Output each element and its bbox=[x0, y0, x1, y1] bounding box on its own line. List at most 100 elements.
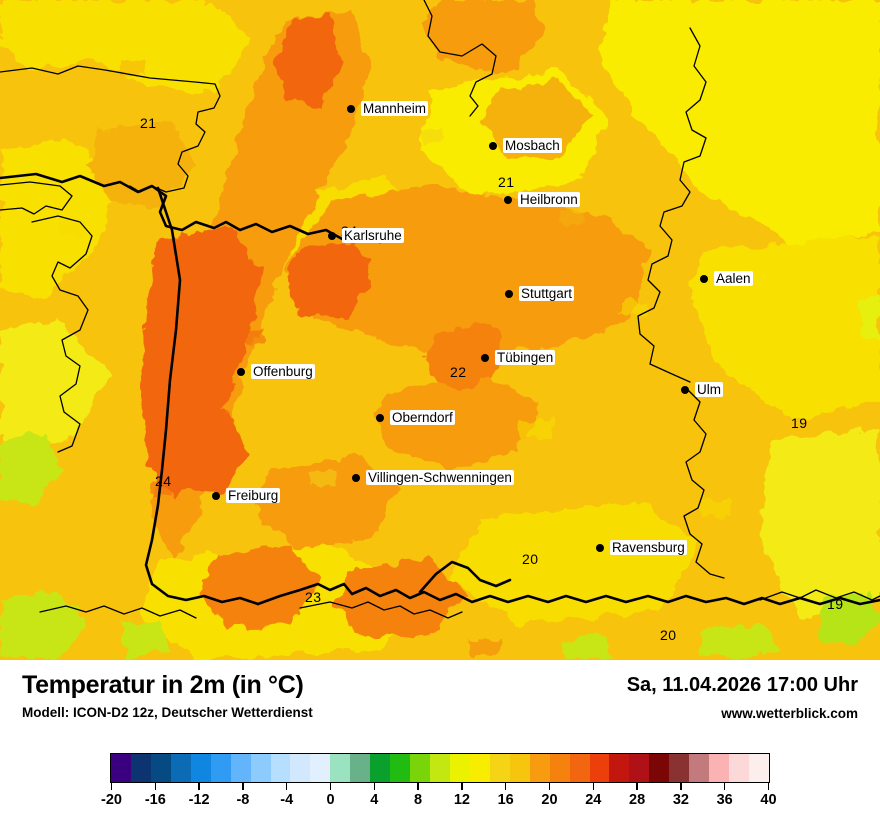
website-label: www.wetterblick.com bbox=[721, 706, 858, 721]
colorbar-swatch bbox=[350, 754, 371, 782]
colorbar-tick-label: 24 bbox=[585, 792, 602, 808]
city-label: Tübingen bbox=[495, 350, 556, 365]
colorbar-tick-labels: -20 -16 -12 -8 -4 0 4 8 12 16 20 24 28 32 36 40 bbox=[101, 791, 777, 811]
map-canvas bbox=[0, 0, 880, 660]
colorbar-tick bbox=[723, 783, 726, 790]
city-label: Mosbach bbox=[503, 138, 562, 153]
colorbar-tick bbox=[636, 783, 638, 790]
temperature-map[interactable]: 21 21 24 22 19 24 20 23 19 20 Mannheim M… bbox=[0, 0, 880, 660]
page-title: Temperatur in 2m (in °C) bbox=[22, 671, 304, 699]
colorbar-tick bbox=[285, 783, 288, 790]
colorbar-swatch bbox=[709, 754, 730, 782]
city-marker-heilbronn[interactable]: Heilbronn bbox=[504, 192, 580, 207]
colorbar-tick-label: -8 bbox=[236, 792, 250, 808]
colorbar-swatch bbox=[589, 754, 610, 782]
city-dot-icon bbox=[596, 543, 604, 552]
iso-label: 20 bbox=[522, 551, 539, 567]
colorbar-ticks bbox=[110, 783, 770, 791]
iso-label: 21 bbox=[498, 174, 515, 190]
colorbar-swatch bbox=[509, 754, 530, 782]
city-label: Karlsruhe bbox=[342, 228, 404, 243]
colorbar-tick bbox=[417, 783, 419, 790]
city-dot-icon bbox=[681, 385, 689, 394]
city-marker-mannheim[interactable]: Mannheim bbox=[347, 101, 429, 116]
colorbar-tick-label: -20 bbox=[101, 792, 122, 808]
city-marker-freiburg[interactable]: Freiburg bbox=[212, 488, 281, 503]
city-marker-villingen-schwenningen[interactable]: Villingen-Schwenningen bbox=[352, 470, 514, 485]
colorbar-tick bbox=[767, 783, 770, 790]
city-dot-icon bbox=[376, 413, 384, 422]
city-marker-oberndorf[interactable]: Oberndorf bbox=[376, 410, 455, 425]
colorbar-legend: -20 -16 -12 -8 -4 0 4 8 12 16 20 24 28 32 36 40 bbox=[101, 753, 777, 811]
colorbar-swatch bbox=[649, 754, 670, 782]
colorbar-tick-label: 28 bbox=[629, 792, 646, 808]
city-dot-icon bbox=[505, 289, 513, 298]
colorbar-swatch bbox=[390, 754, 411, 782]
colorbar-swatch bbox=[569, 754, 590, 782]
colorbar-swatch bbox=[290, 754, 311, 782]
colorbar-swatch bbox=[150, 754, 171, 782]
city-marker-ravensburg[interactable]: Ravensburg bbox=[596, 540, 687, 555]
colorbar-scale bbox=[110, 753, 770, 783]
colorbar-tick bbox=[592, 783, 595, 790]
model-subtitle: Modell: ICON-D2 12z, Deutscher Wetterdie… bbox=[22, 705, 313, 720]
city-marker-aalen[interactable]: Aalen bbox=[700, 271, 753, 286]
city-label: Oberndorf bbox=[390, 410, 455, 425]
colorbar-tick bbox=[242, 783, 244, 790]
colorbar-swatch bbox=[430, 754, 450, 782]
city-marker-tuebingen[interactable]: Tübingen bbox=[481, 350, 556, 365]
city-dot-icon bbox=[347, 104, 355, 113]
forecast-datetime: Sa, 11.04.2026 17:00 Uhr bbox=[626, 674, 858, 696]
city-marker-stuttgart[interactable]: Stuttgart bbox=[505, 286, 575, 301]
city-label: Ulm bbox=[695, 382, 723, 397]
colorbar-tick-label: 0 bbox=[326, 792, 335, 808]
city-marker-ulm[interactable]: Ulm bbox=[681, 382, 723, 397]
city-label: Aalen bbox=[714, 271, 753, 286]
colorbar-swatch bbox=[729, 754, 749, 782]
colorbar-swatch bbox=[210, 754, 231, 782]
city-label: Villingen-Schwenningen bbox=[366, 470, 514, 485]
colorbar-tick bbox=[461, 783, 463, 790]
colorbar-tick bbox=[329, 783, 332, 790]
colorbar-tick-label: 36 bbox=[716, 792, 733, 808]
city-dot-icon bbox=[352, 473, 360, 482]
field-speckle bbox=[60, 60, 835, 656]
iso-label: 24 bbox=[155, 473, 172, 489]
colorbar-tick-label: -12 bbox=[188, 792, 210, 808]
city-marker-karlsruhe[interactable]: Karlsruhe bbox=[328, 228, 404, 243]
colorbar-tick bbox=[548, 783, 551, 790]
colorbar-swatch bbox=[689, 754, 710, 782]
colorbar-tick-label: -16 bbox=[144, 792, 166, 808]
colorbar-swatch bbox=[449, 754, 470, 782]
colorbar-swatch bbox=[190, 754, 211, 782]
iso-label: 19 bbox=[827, 596, 844, 612]
iso-label: 22 bbox=[450, 364, 467, 380]
colorbar-swatch bbox=[111, 754, 131, 782]
city-label: Ravensburg bbox=[610, 540, 687, 555]
colorbar-swatch bbox=[609, 754, 630, 782]
colorbar-swatch bbox=[749, 754, 769, 782]
colorbar-swatch bbox=[529, 754, 550, 782]
colorbar-tick-label: 40 bbox=[760, 792, 777, 808]
colorbar-swatch bbox=[310, 754, 331, 782]
colorbar-swatch bbox=[370, 754, 391, 782]
iso-label: 23 bbox=[305, 589, 322, 605]
city-dot-icon bbox=[328, 231, 336, 240]
colorbar-swatch bbox=[250, 754, 271, 782]
colorbar-tick-label: 32 bbox=[672, 792, 689, 808]
city-marker-offenburg[interactable]: Offenburg bbox=[237, 364, 315, 379]
city-dot-icon bbox=[489, 141, 497, 150]
colorbar-tick-label: 8 bbox=[414, 792, 423, 808]
city-marker-mosbach[interactable]: Mosbach bbox=[489, 138, 562, 153]
city-label: Mannheim bbox=[361, 101, 429, 116]
colorbar-swatch bbox=[669, 754, 690, 782]
city-dot-icon bbox=[700, 274, 708, 283]
colorbar-tick bbox=[680, 783, 682, 790]
city-dot-icon bbox=[237, 367, 245, 376]
city-label: Offenburg bbox=[251, 364, 315, 379]
city-dot-icon bbox=[481, 353, 489, 362]
temperature-field bbox=[0, 0, 880, 660]
colorbar-tick-label: 20 bbox=[541, 792, 558, 808]
border-lines bbox=[0, 0, 880, 619]
